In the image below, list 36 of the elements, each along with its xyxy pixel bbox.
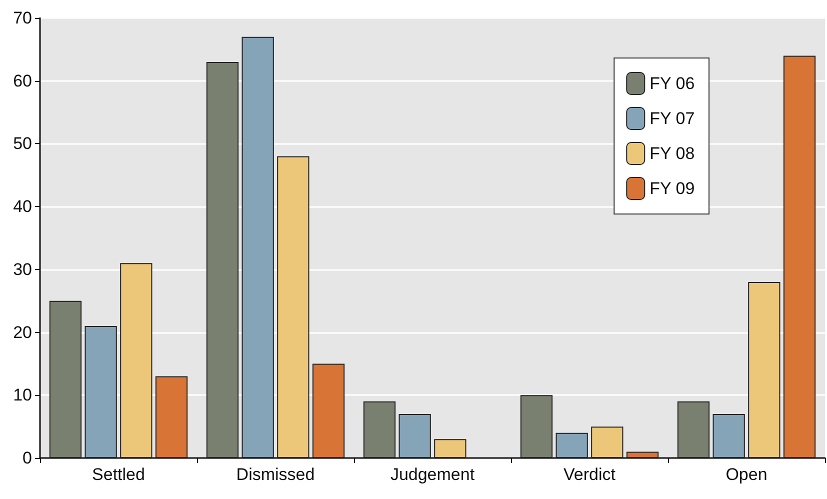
y-tick-label: 70 [13,8,32,28]
bar [84,326,117,458]
bar [155,376,188,458]
bar [783,56,816,458]
y-tick-label: 50 [13,134,32,154]
bar [206,62,239,458]
bar [556,432,588,458]
bar [520,395,553,458]
x-tick-label: Dismissed [236,465,315,484]
legend-label: FY 09 [650,179,695,198]
y-tick-label: 60 [13,71,32,90]
bar [591,426,624,458]
bar [677,401,710,458]
bar [434,439,466,458]
y-tick-label: 30 [13,260,32,279]
bar [398,414,431,458]
bar [712,414,745,458]
bar [277,156,310,458]
bar [242,36,274,458]
x-tick-label: Verdict [564,465,616,484]
legend-label: FY 07 [650,109,695,128]
bar [312,364,345,458]
bar [49,300,82,458]
y-tick-label: 10 [13,386,32,405]
y-tick-label: 40 [13,197,32,216]
legend-label: FY 08 [650,144,695,163]
x-tick-label: Open [726,465,768,484]
legend-label: FY 06 [650,74,695,93]
bar [363,401,396,458]
bar [120,263,152,458]
y-tick-label: 0 [22,448,32,468]
x-tick-label: Judgement [390,465,475,484]
x-tick-label: Settled [92,465,145,484]
y-tick-label: 20 [13,322,32,342]
bar [748,282,780,458]
bar [626,452,659,458]
